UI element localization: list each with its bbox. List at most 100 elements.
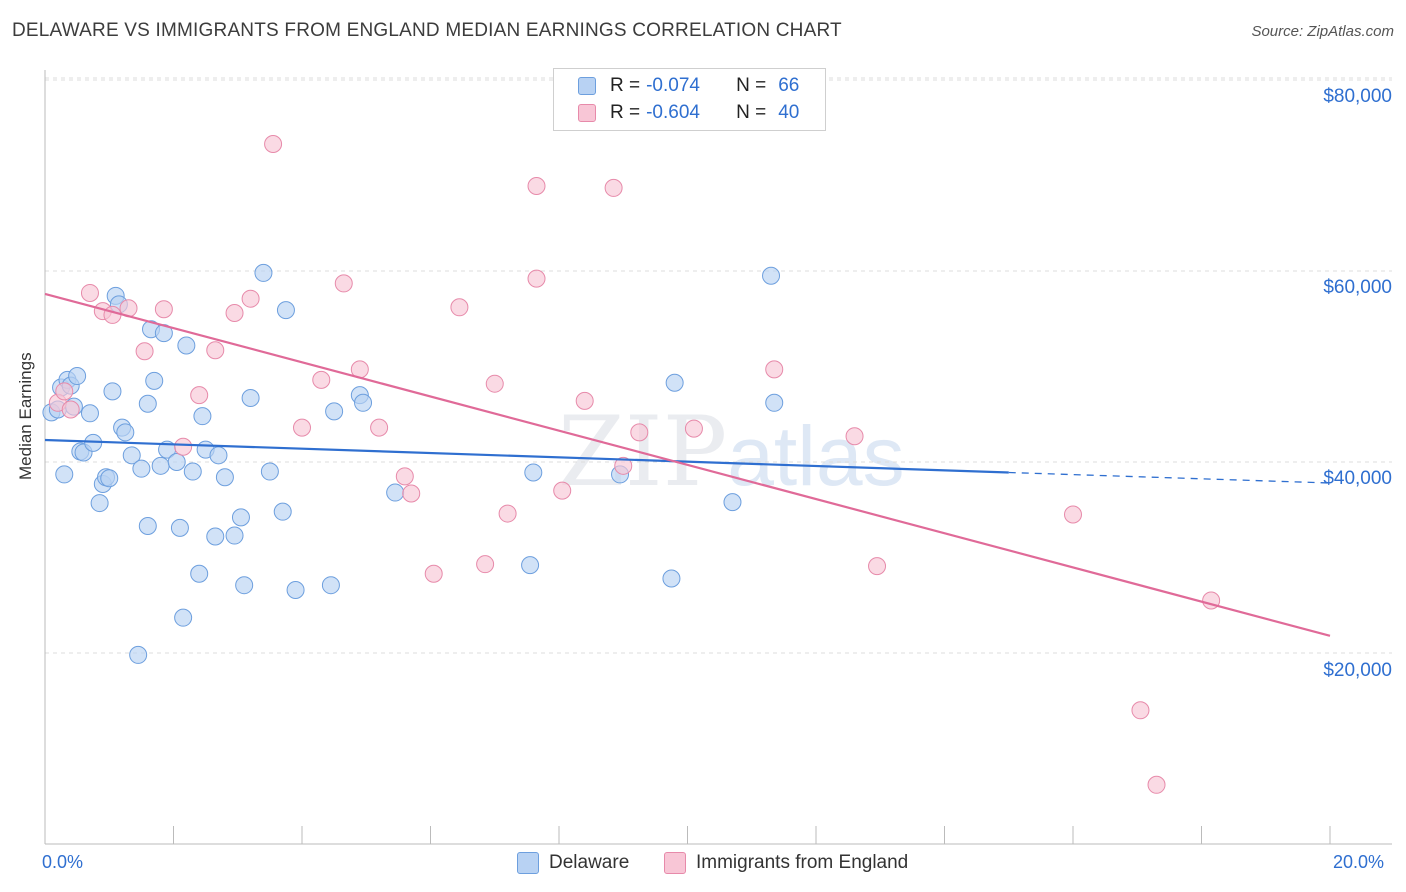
point-delaware-21 <box>122 446 141 465</box>
point-delaware-46 <box>254 263 273 282</box>
point-england-36 <box>845 427 864 446</box>
x-tick-label-min: 0.0% <box>42 852 84 872</box>
point-england-19 <box>370 418 389 437</box>
legend-r-value: -0.604 <box>646 102 700 123</box>
point-delaware-7 <box>68 367 87 386</box>
trend-line-delaware <box>44 438 1009 474</box>
point-england-8 <box>154 300 173 319</box>
point-england-5 <box>103 305 122 324</box>
point-delaware-42 <box>225 526 244 545</box>
point-delaware-36 <box>190 564 209 583</box>
point-england-14 <box>264 134 283 153</box>
point-delaware-35 <box>183 462 202 481</box>
point-england-9 <box>174 437 193 456</box>
point-delaware-50 <box>286 580 305 599</box>
y-tick-label-20000: $20,000 <box>1323 660 1392 681</box>
point-delaware-54 <box>354 393 373 412</box>
legend-n-value: 40 <box>778 102 800 123</box>
point-delaware-52 <box>325 402 344 421</box>
point-england-31 <box>604 178 623 197</box>
point-england-11 <box>206 341 225 360</box>
legend-swatch-delaware <box>578 77 596 95</box>
point-delaware-28 <box>151 456 170 475</box>
series-legend: Delaware Immigrants from England <box>0 852 1406 878</box>
point-delaware-16 <box>103 382 122 401</box>
point-england-25 <box>485 374 504 393</box>
point-england-15 <box>293 418 311 437</box>
point-delaware-43 <box>231 508 250 527</box>
point-england-1 <box>55 382 74 401</box>
point-delaware-25 <box>138 394 157 413</box>
point-delaware-33 <box>174 608 193 627</box>
legend-n-label: N = <box>736 75 767 96</box>
trend-line-delaware-extension <box>1008 471 1331 484</box>
legend-n-value: 66 <box>778 75 800 96</box>
point-england-26 <box>498 504 517 523</box>
point-england-10 <box>190 386 209 405</box>
point-delaware-40 <box>209 446 228 465</box>
point-delaware-56 <box>524 463 543 482</box>
point-england-34 <box>684 419 703 438</box>
series-label-delaware: Delaware <box>549 852 630 873</box>
point-delaware-41 <box>215 468 234 487</box>
point-delaware-24 <box>138 516 157 535</box>
legend-r-label: R = <box>610 75 641 96</box>
y-tick-label-40000: $40,000 <box>1323 468 1392 489</box>
correlation-legend: R = -0.074 N = 66 R = -0.604 N = 40 <box>553 68 826 131</box>
legend-r-label: R = <box>610 102 641 123</box>
point-delaware-45 <box>241 389 260 408</box>
point-delaware-59 <box>662 569 681 588</box>
y-tick-label-80000: $80,000 <box>1323 86 1392 107</box>
legend-n-label: N = <box>736 102 767 123</box>
point-england-2 <box>61 400 80 419</box>
point-delaware-44 <box>235 576 254 595</box>
point-delaware-31 <box>167 453 186 471</box>
point-delaware-48 <box>273 502 292 521</box>
point-england-35 <box>765 360 784 379</box>
point-delaware-57 <box>521 556 540 575</box>
point-delaware-49 <box>276 301 295 320</box>
legend-row-england: R = -0.604 N = 40 <box>578 100 799 126</box>
point-delaware-32 <box>170 518 189 537</box>
point-england-7 <box>135 342 154 361</box>
point-england-27 <box>527 177 546 196</box>
point-england-38 <box>1064 505 1082 524</box>
legend-swatch-england <box>578 104 596 122</box>
point-england-16 <box>312 370 331 389</box>
point-england-28 <box>527 269 546 288</box>
watermark-atlas: atlas <box>727 409 905 503</box>
point-delaware-51 <box>321 576 340 595</box>
point-delaware-47 <box>260 462 279 481</box>
point-england-3 <box>80 283 99 302</box>
point-england-40 <box>1147 775 1166 794</box>
point-england-21 <box>402 484 421 503</box>
point-delaware-39 <box>206 527 225 546</box>
point-england-30 <box>575 391 594 410</box>
point-england-29 <box>553 481 572 500</box>
point-delaware-3 <box>55 465 74 484</box>
point-delaware-37 <box>193 407 212 426</box>
point-england-37 <box>868 557 887 576</box>
source-credit: Source: ZipAtlas.com <box>1251 23 1394 40</box>
point-england-32 <box>614 456 633 475</box>
legend-row-delaware: R = -0.074 N = 66 <box>578 73 799 99</box>
point-england-12 <box>225 304 244 323</box>
point-delaware-15 <box>100 469 119 488</box>
point-delaware-27 <box>145 371 164 390</box>
point-delaware-55 <box>386 483 405 502</box>
chart-title: DELAWARE VS IMMIGRANTS FROM ENGLAND MEDI… <box>12 20 842 41</box>
point-delaware-23 <box>132 459 151 478</box>
point-delaware-34 <box>177 336 196 355</box>
point-england-22 <box>424 564 443 583</box>
point-england-23 <box>450 298 469 317</box>
point-delaware-20 <box>116 423 135 442</box>
point-england-24 <box>476 555 495 574</box>
point-england-17 <box>334 274 353 293</box>
point-delaware-61 <box>723 493 742 512</box>
point-delaware-60 <box>665 373 684 392</box>
point-england-39 <box>1131 701 1150 720</box>
trend-line-england <box>44 292 1331 637</box>
x-tick-label-max: 20.0% <box>1333 852 1385 872</box>
series-label-england: Immigrants from England <box>696 852 909 873</box>
watermark: ZIPatlas <box>558 396 905 508</box>
